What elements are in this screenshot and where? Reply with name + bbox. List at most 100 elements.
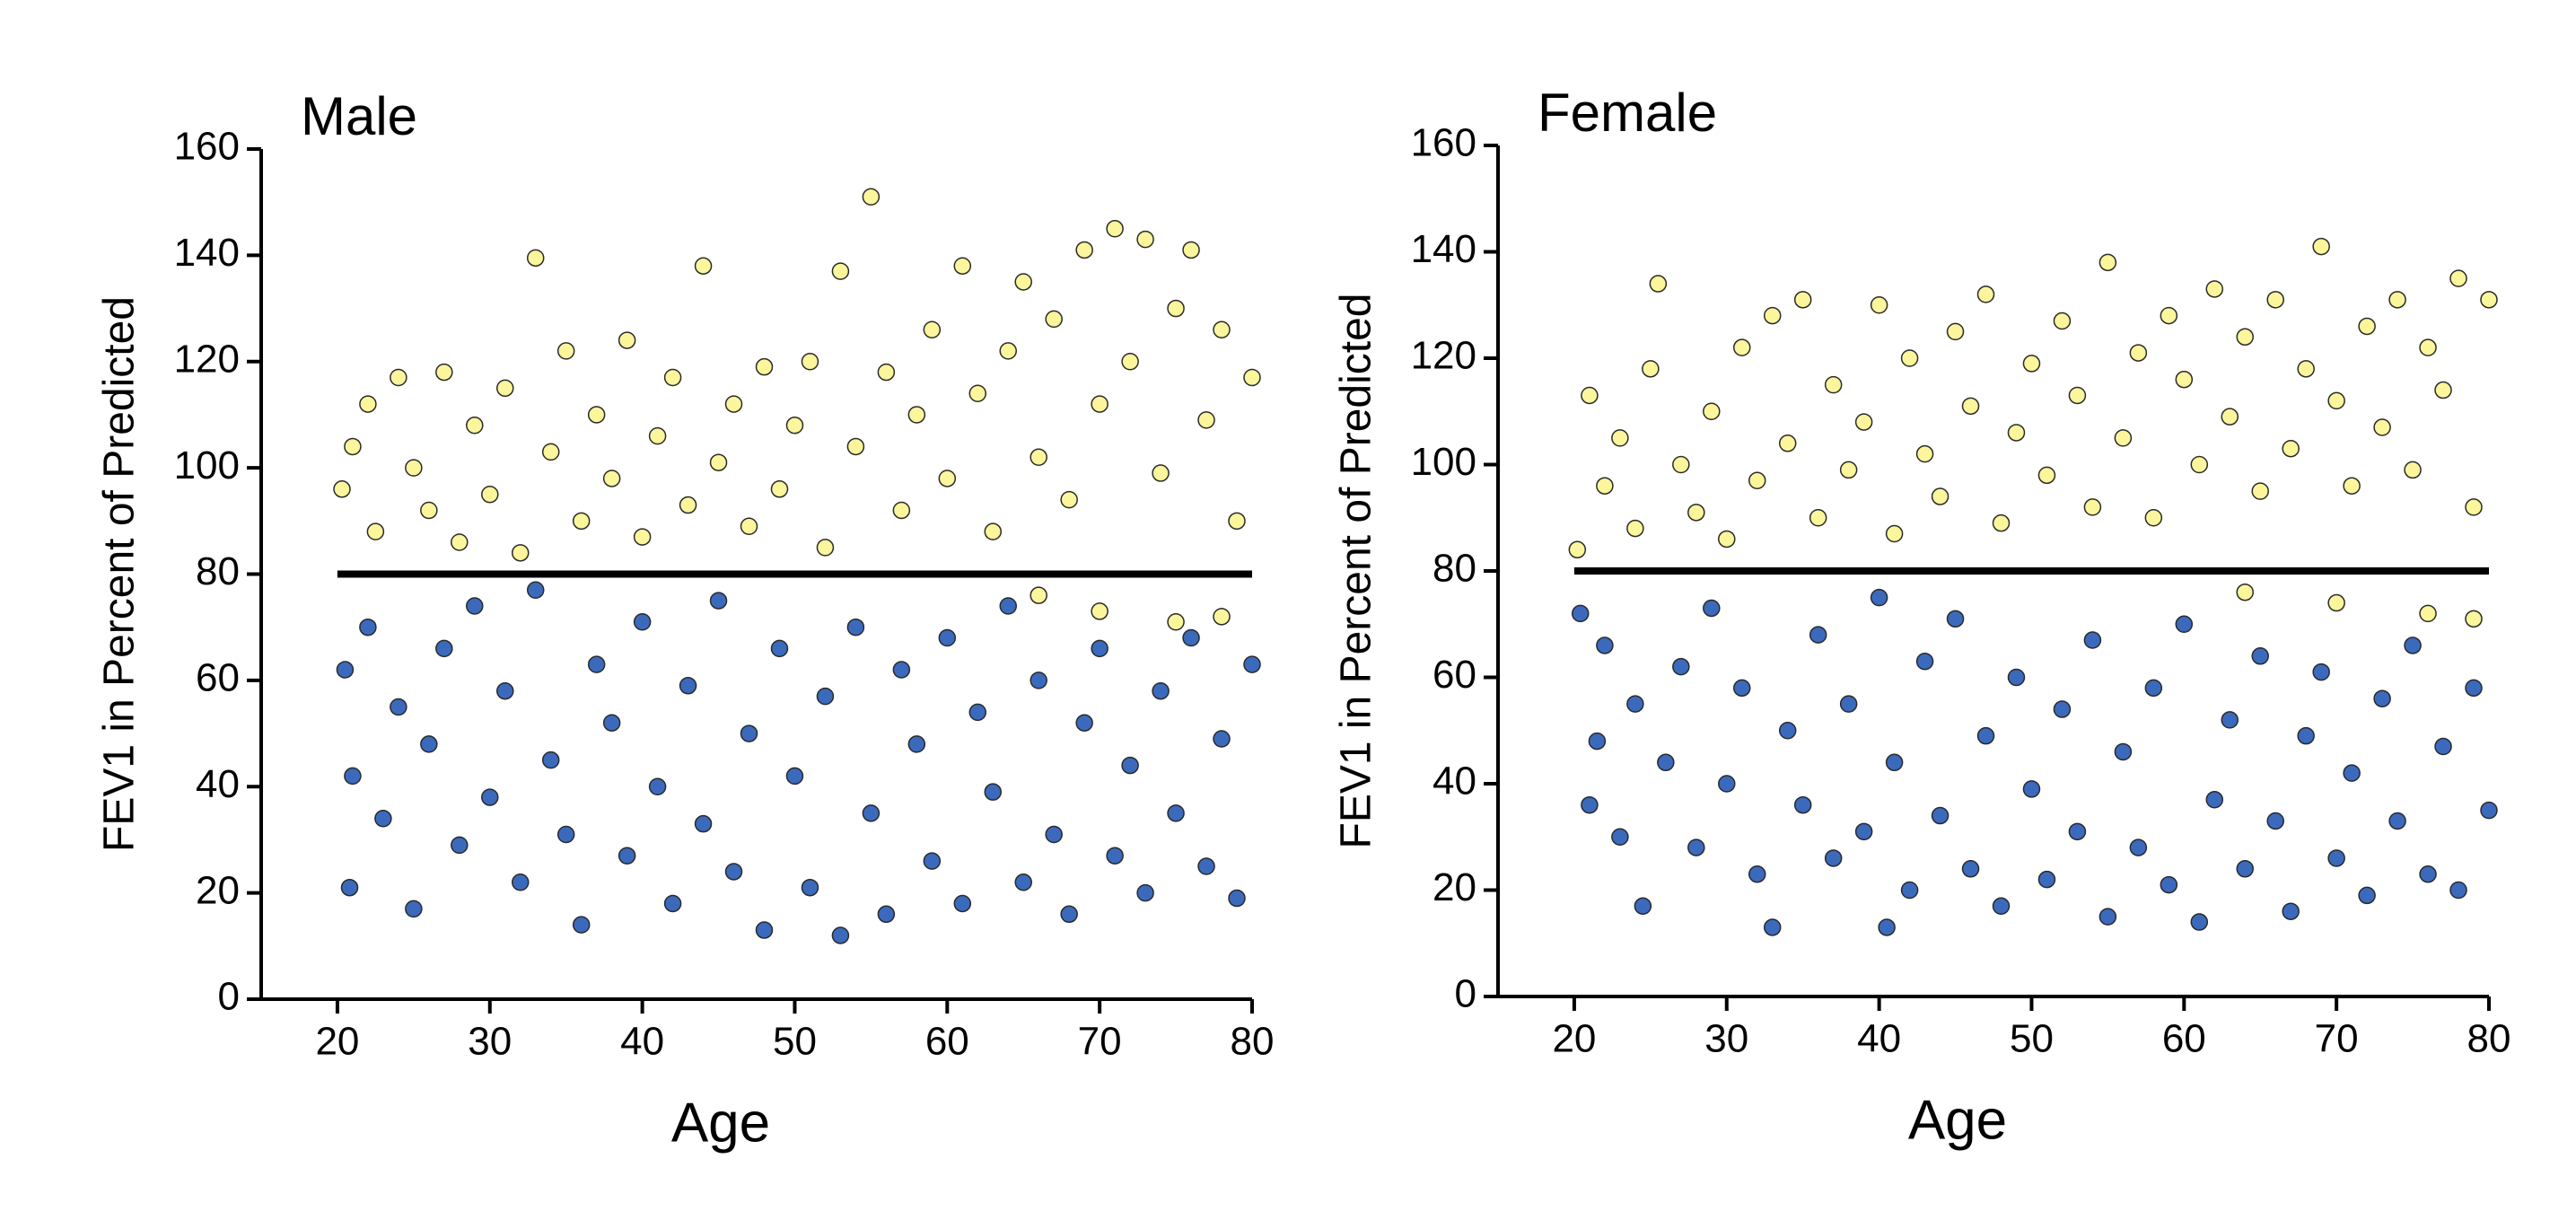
y-tick-label: 80 <box>1433 547 1476 591</box>
point <box>679 677 697 695</box>
point <box>1824 375 1843 394</box>
x-tick-label: 20 <box>1552 1017 1596 1061</box>
point <box>1182 628 1200 647</box>
point <box>496 681 514 700</box>
point <box>1839 461 1858 479</box>
point <box>405 459 423 477</box>
point <box>938 628 957 647</box>
point <box>2160 875 2178 894</box>
y-tick-label: 20 <box>196 868 240 912</box>
point <box>618 847 636 865</box>
x-tick-label: 60 <box>2162 1017 2206 1061</box>
point <box>2343 764 2361 782</box>
point <box>1870 588 1888 607</box>
y-tick-label: 40 <box>196 762 240 806</box>
panel-female: 0 20 40 60 80 100 120 140 160 20 30 40 50 60 70 80 Femal… <box>1333 83 2511 1152</box>
point <box>2449 881 2467 900</box>
point <box>2373 689 2391 707</box>
point <box>1075 241 1093 259</box>
x-tick-label: 70 <box>2315 1017 2359 1061</box>
point <box>2358 886 2376 905</box>
point <box>2373 418 2391 436</box>
y-tick-label: 140 <box>174 231 240 275</box>
point <box>587 406 606 424</box>
point <box>1014 873 1032 891</box>
point <box>816 539 835 557</box>
point <box>1581 386 1599 405</box>
point <box>1121 756 1139 775</box>
point <box>2434 737 2452 756</box>
point <box>953 894 972 913</box>
point <box>968 703 987 722</box>
x-tick-label: 30 <box>1704 1017 1748 1061</box>
chart-title: Male <box>301 86 417 146</box>
point <box>1060 490 1078 509</box>
point <box>1778 722 1797 740</box>
point <box>877 363 896 382</box>
point <box>2022 355 2041 373</box>
point <box>2236 860 2254 878</box>
point <box>1106 220 1124 238</box>
point <box>2007 668 2026 687</box>
point <box>1091 395 1108 413</box>
point <box>2114 429 2133 447</box>
point <box>1030 672 1047 689</box>
point <box>2282 439 2300 458</box>
point <box>2190 913 2209 931</box>
x-tick-label: 50 <box>773 1020 817 1064</box>
point <box>1733 679 1751 698</box>
point <box>451 533 469 551</box>
point <box>1809 509 1827 527</box>
point <box>1824 849 1843 867</box>
point <box>1182 241 1200 259</box>
point <box>2022 780 2041 798</box>
point <box>1091 639 1108 658</box>
point <box>1167 299 1185 318</box>
point <box>953 257 972 275</box>
point <box>2358 317 2376 336</box>
point <box>1626 695 1644 713</box>
point <box>1642 360 1660 378</box>
point <box>2465 679 2483 698</box>
point <box>740 724 758 742</box>
point <box>770 639 789 658</box>
point <box>938 470 957 487</box>
point <box>1931 806 1950 825</box>
y-tick-label: 100 <box>174 443 240 487</box>
point <box>333 480 351 498</box>
point <box>1213 608 1231 626</box>
point <box>1793 291 1812 309</box>
point <box>1626 519 1644 538</box>
point <box>1596 477 1614 495</box>
point <box>1152 681 1170 700</box>
y-tick-label: 0 <box>218 975 240 1019</box>
point <box>1976 285 1995 303</box>
point <box>2327 593 2345 612</box>
point <box>831 926 850 944</box>
point <box>2160 306 2178 325</box>
point <box>481 485 499 504</box>
point <box>556 342 575 360</box>
point <box>1568 540 1587 559</box>
point <box>831 262 850 280</box>
point <box>1106 847 1124 865</box>
point <box>1213 320 1231 338</box>
panel-male: 0 20 40 60 80 100 120 140 160 20 30 40 50 60 70 80 Male A… <box>96 86 1275 1154</box>
point <box>1611 828 1629 846</box>
point <box>648 426 667 445</box>
point <box>1763 306 1782 325</box>
point <box>1961 397 1980 416</box>
y-axis-label: FEV1 in Percent of Predicted <box>96 296 144 852</box>
point <box>2343 477 2361 495</box>
point <box>1571 604 1590 623</box>
point <box>1672 455 1690 474</box>
point <box>1045 825 1063 844</box>
point <box>2053 312 2072 330</box>
point <box>679 496 697 514</box>
y-tick-label: 120 <box>174 337 240 381</box>
point <box>1885 524 1904 543</box>
point <box>770 480 789 498</box>
point <box>2114 742 2133 761</box>
point <box>1634 897 1652 916</box>
x-axis-label: Age <box>1908 1089 2007 1151</box>
